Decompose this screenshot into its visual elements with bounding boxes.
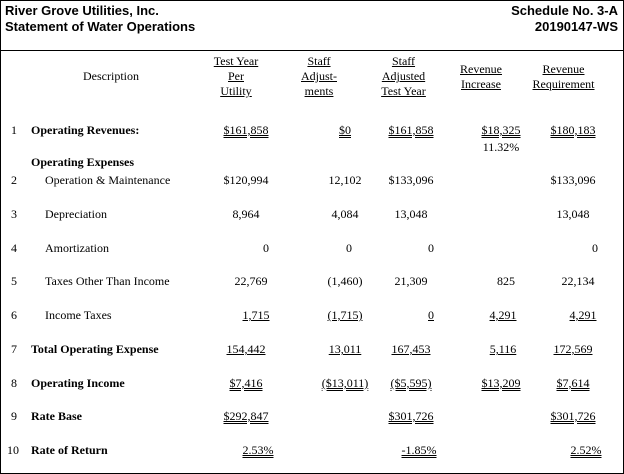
row-label-operation-maintenance: Operation & Maintenance xyxy=(45,173,171,187)
cell-revenue-requirement: 13,048 xyxy=(556,207,590,221)
line-number: 7 xyxy=(11,342,17,356)
cell-revenue-requirement: 22,134 xyxy=(561,274,595,288)
cell-revenue-requirement: $7,614 xyxy=(556,376,590,390)
cell-test-year: 1,715 xyxy=(242,308,270,322)
cell-staff-adj: 0 xyxy=(346,241,352,255)
line-number: 4 xyxy=(11,241,17,255)
cell-revenue-requirement: 2.52% xyxy=(570,443,602,457)
cell-adjusted-test-year: $133,096 xyxy=(388,173,434,187)
cell-test-year: 154,442 xyxy=(226,342,266,356)
cell-staff-adj: (1,460) xyxy=(327,274,363,288)
cell-test-year: $7,416 xyxy=(229,376,263,390)
col-header-test-year: Test Year Per Utility xyxy=(213,54,259,98)
line-number: 5 xyxy=(11,274,17,288)
line-number: 1 xyxy=(11,123,17,137)
cell-test-year: 0 xyxy=(263,241,269,255)
cell-test-year: $292,847 xyxy=(223,409,269,423)
row-label-operating-income: Operating Income xyxy=(31,376,125,390)
cell-test-year: $120,994 xyxy=(223,173,269,187)
row-label-depreciation: Depreciation xyxy=(45,207,107,221)
line-number: 2 xyxy=(11,173,17,187)
cell-adjusted-test-year: 13,048 xyxy=(394,207,428,221)
cell-revenue-requirement: $301,726 xyxy=(550,409,596,423)
cell-staff-adj: 12,102 xyxy=(328,173,362,187)
docket-number: 20190147-WS xyxy=(534,19,618,34)
cell-test-year: 2.53% xyxy=(242,443,274,457)
cell-adjusted-test-year: -1.85% xyxy=(401,443,437,457)
cell-revenue-requirement: 0 xyxy=(592,241,598,255)
revenue-increase-percent: 11.32% xyxy=(482,140,520,154)
cell-staff-adj: 13,011 xyxy=(328,342,362,356)
company-name: River Grove Utilities, Inc. xyxy=(5,3,159,18)
cell-revenue-requirement: 4,291 xyxy=(569,308,597,322)
schedule-number: Schedule No. 3-A xyxy=(511,3,618,18)
line-number: 8 xyxy=(11,376,17,390)
col-header-revenue-requirement: Revenue Requirement xyxy=(532,62,595,91)
cell-revenue-increase: 4,291 xyxy=(489,308,517,322)
statement-title: Statement of Water Operations xyxy=(5,19,196,34)
cell-test-year: 22,769 xyxy=(234,274,268,288)
cell-revenue-requirement: $133,096 xyxy=(550,173,596,187)
cell-revenue-increase: $13,209 xyxy=(481,376,521,390)
cell-revenue-increase: 825 xyxy=(497,274,515,288)
cell-revenue-requirement: $180,183 xyxy=(550,123,596,137)
cell-adjusted-test-year: 21,309 xyxy=(394,274,428,288)
col-header-description: Description xyxy=(83,69,139,83)
cell-test-year: $161,858 xyxy=(223,123,269,137)
line-number: 6 xyxy=(11,308,17,322)
cell-staff-adj: ($13,011) xyxy=(321,376,369,390)
cell-adjusted-test-year: $301,726 xyxy=(388,409,434,423)
cell-revenue-increase: 5,116 xyxy=(489,342,517,356)
row-label-rate-base: Rate Base xyxy=(31,409,82,423)
cell-staff-adj: $0 xyxy=(339,123,351,137)
cell-revenue-requirement: 172,569 xyxy=(553,342,593,356)
row-label-income-taxes: Income Taxes xyxy=(45,308,112,322)
row-label-taxes-other: Taxes Other Than Income xyxy=(45,274,170,288)
row-label-amortization: Amortization xyxy=(45,241,109,255)
row-label-rate-of-return: Rate of Return xyxy=(31,443,108,457)
cell-revenue-increase: $18,325 xyxy=(481,123,521,137)
header-divider xyxy=(1,50,623,51)
col-header-revenue-increase: Revenue Increase xyxy=(460,62,502,91)
line-number: 9 xyxy=(11,409,17,423)
cell-adjusted-test-year: 0 xyxy=(428,241,434,255)
cell-adjusted-test-year: 0 xyxy=(428,308,434,322)
cell-adjusted-test-year: $161,858 xyxy=(388,123,434,137)
cell-adjusted-test-year: 167,453 xyxy=(391,342,431,356)
cell-staff-adj: 4,084 xyxy=(331,207,359,221)
cell-test-year: 8,964 xyxy=(232,207,260,221)
cell-staff-adj: (1,715) xyxy=(327,308,363,322)
line-number: 3 xyxy=(11,207,17,221)
row-label-operating-revenues: Operating Revenues: xyxy=(31,123,140,137)
row-label-total-operating-expense: Total Operating Expense xyxy=(31,342,159,356)
section-operating-expenses: Operating Expenses xyxy=(31,155,135,169)
col-header-staff-adjusted-test-year: Staff Adjusted Test Year xyxy=(381,54,426,98)
cell-adjusted-test-year: ($5,595) xyxy=(390,376,432,390)
col-header-staff-adjustments: Staff Adjust- ments xyxy=(301,54,337,98)
line-number: 10 xyxy=(7,443,19,457)
